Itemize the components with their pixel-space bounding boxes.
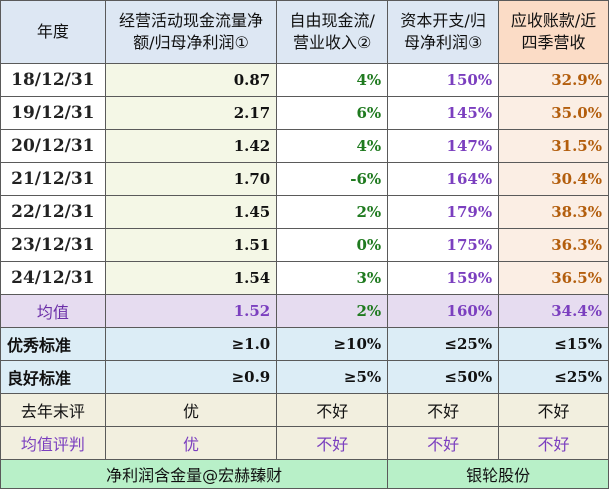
average-fcf: 2% — [276, 294, 389, 328]
average-row: 均值 1.52 2% 160% 34.4% — [0, 294, 609, 328]
last-year-eval-ar: 不好 — [498, 393, 609, 427]
average-ar: 34.4% — [498, 294, 609, 328]
row-capex: 175% — [387, 228, 500, 262]
table-row: 23/12/31 1.51 0% 175% 36.3% — [0, 228, 609, 262]
last-year-eval-capex: 不好 — [387, 393, 500, 427]
row-date: 18/12/31 — [0, 63, 106, 97]
table-row: 19/12/31 2.17 6% 145% 35.0% — [0, 96, 609, 130]
excellent-label: 优秀标准 — [0, 327, 106, 361]
average-eval-ar: 不好 — [498, 426, 609, 460]
footer-row: 净利润含金量@宏赫臻财 银轮股份 — [0, 459, 609, 489]
row-ar: 32.9% — [498, 63, 609, 97]
average-eval-capex: 不好 — [387, 426, 500, 460]
average-eval-row: 均值评判 优 不好 不好 不好 — [0, 426, 609, 460]
good-capex: ≤50% — [387, 360, 500, 394]
table-row: 20/12/31 1.42 4% 147% 31.5% — [0, 129, 609, 163]
excellent-ar: ≤15% — [498, 327, 609, 361]
average-eval-fcf: 不好 — [276, 426, 389, 460]
row-ocf: 1.51 — [104, 228, 278, 262]
header-fcf: 自由现金流/营业收入② — [276, 0, 389, 64]
average-label: 均值 — [0, 294, 106, 328]
header-year: 年度 — [0, 0, 106, 64]
row-fcf: -6% — [276, 162, 389, 196]
row-date: 24/12/31 — [0, 261, 106, 295]
excellent-fcf: ≥10% — [276, 327, 389, 361]
header-ocf: 经营活动现金流量净额/归母净利润① — [104, 0, 278, 64]
row-ocf: 2.17 — [104, 96, 278, 130]
row-capex: 150% — [387, 63, 500, 97]
row-ocf: 1.70 — [104, 162, 278, 196]
row-ar: 35.0% — [498, 96, 609, 130]
row-date: 19/12/31 — [0, 96, 106, 130]
average-capex: 160% — [387, 294, 500, 328]
row-date: 23/12/31 — [0, 228, 106, 262]
row-date: 22/12/31 — [0, 195, 106, 229]
header-capex: 资本开支/归母净利润③ — [387, 0, 500, 64]
row-fcf: 2% — [276, 195, 389, 229]
row-ocf: 1.54 — [104, 261, 278, 295]
row-ocf: 1.45 — [104, 195, 278, 229]
excellent-standard-row: 优秀标准 ≥1.0 ≥10% ≤25% ≤15% — [0, 327, 609, 361]
row-ar: 36.3% — [498, 228, 609, 262]
table-row: 22/12/31 1.45 2% 179% 38.3% — [0, 195, 609, 229]
header-row: 年度 经营活动现金流量净额/归母净利润① 自由现金流/营业收入② 资本开支/归母… — [0, 0, 609, 64]
row-ar: 38.3% — [498, 195, 609, 229]
good-fcf: ≥5% — [276, 360, 389, 394]
table-row: 18/12/31 0.87 4% 150% 32.9% — [0, 63, 609, 97]
average-ocf: 1.52 — [104, 294, 278, 328]
row-ar: 30.4% — [498, 162, 609, 196]
good-ar: ≤25% — [498, 360, 609, 394]
average-eval-label: 均值评判 — [0, 426, 106, 460]
excellent-ocf: ≥1.0 — [104, 327, 278, 361]
last-year-eval-fcf: 不好 — [276, 393, 389, 427]
row-ar: 36.5% — [498, 261, 609, 295]
row-date: 21/12/31 — [0, 162, 106, 196]
table-row: 24/12/31 1.54 3% 159% 36.5% — [0, 261, 609, 295]
good-ocf: ≥0.9 — [104, 360, 278, 394]
last-year-eval-ocf: 优 — [104, 393, 278, 427]
table-row: 21/12/31 1.70 -6% 164% 30.4% — [0, 162, 609, 196]
footer-left: 净利润含金量@宏赫臻财 — [0, 459, 389, 489]
row-fcf: 3% — [276, 261, 389, 295]
footer-right: 银轮股份 — [387, 459, 609, 489]
row-capex: 164% — [387, 162, 500, 196]
row-ar: 31.5% — [498, 129, 609, 163]
row-ocf: 0.87 — [104, 63, 278, 97]
excellent-capex: ≤25% — [387, 327, 500, 361]
good-label: 良好标准 — [0, 360, 106, 394]
row-fcf: 4% — [276, 63, 389, 97]
row-capex: 179% — [387, 195, 500, 229]
last-year-eval-label: 去年末评 — [0, 393, 106, 427]
average-eval-ocf: 优 — [104, 426, 278, 460]
row-date: 20/12/31 — [0, 129, 106, 163]
header-ar: 应收账款/近四季营收 — [498, 0, 609, 64]
row-fcf: 0% — [276, 228, 389, 262]
last-year-eval-row: 去年末评 优 不好 不好 不好 — [0, 393, 609, 427]
row-capex: 159% — [387, 261, 500, 295]
row-fcf: 6% — [276, 96, 389, 130]
row-capex: 145% — [387, 96, 500, 130]
row-fcf: 4% — [276, 129, 389, 163]
good-standard-row: 良好标准 ≥0.9 ≥5% ≤50% ≤25% — [0, 360, 609, 394]
row-capex: 147% — [387, 129, 500, 163]
row-ocf: 1.42 — [104, 129, 278, 163]
